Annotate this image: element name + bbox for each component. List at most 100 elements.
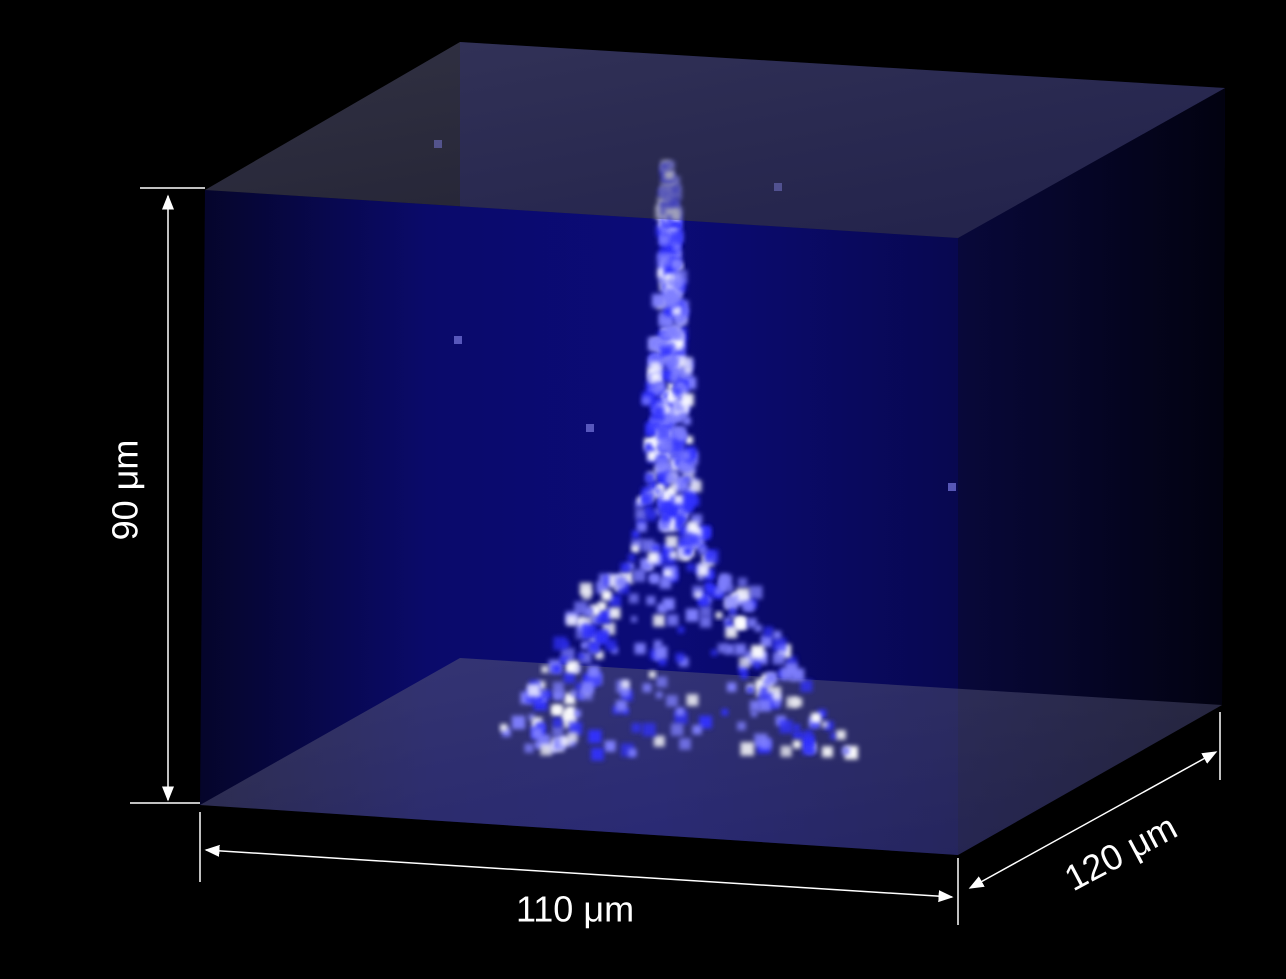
voxel [698, 546, 706, 554]
voxel [650, 574, 660, 584]
voxel [746, 602, 754, 610]
voxel [641, 493, 653, 505]
width-label: 110 μm [516, 889, 634, 930]
voxel [754, 733, 767, 746]
voxel [674, 270, 688, 284]
voxel [631, 616, 637, 622]
voxel [692, 725, 701, 734]
voxel [553, 718, 562, 727]
voxel [718, 583, 727, 592]
voxel [725, 626, 737, 638]
voxel [582, 625, 596, 639]
voxel [664, 570, 672, 578]
voxel [643, 683, 652, 692]
voxel [645, 473, 654, 482]
voxel [586, 424, 594, 432]
figure: 90 μm 110 μm 120 μm [0, 0, 1286, 979]
voxel [706, 551, 713, 558]
voxel [655, 646, 668, 659]
voxel [527, 684, 540, 697]
voxel [667, 614, 678, 625]
voxel [706, 585, 715, 594]
voxel [948, 483, 956, 491]
voxel [659, 501, 671, 513]
voxel [553, 665, 561, 673]
voxel [773, 652, 785, 664]
voxel [681, 394, 693, 406]
voxel [687, 694, 699, 706]
voxel [741, 742, 755, 756]
voxel [749, 586, 762, 599]
voxel [779, 720, 793, 734]
voxel [781, 746, 792, 757]
voxel [724, 595, 737, 608]
voxel [588, 730, 601, 743]
voxel [739, 657, 750, 668]
voxel [689, 496, 700, 507]
voxel [650, 362, 660, 372]
voxel [685, 366, 692, 373]
voxel [654, 736, 665, 747]
voxel [666, 473, 676, 483]
voxel [581, 643, 587, 649]
voxel [632, 545, 640, 553]
voxel [605, 741, 616, 752]
voxel [766, 672, 778, 684]
voxel [588, 666, 600, 678]
height-label: 90 μm [105, 440, 146, 541]
voxel [811, 713, 821, 723]
voxel [669, 551, 677, 559]
voxel [688, 534, 699, 545]
voxel [803, 744, 814, 755]
voxel [657, 604, 666, 613]
voxel [674, 514, 684, 524]
voxel [665, 288, 677, 300]
voxel [700, 605, 712, 617]
voxel [670, 230, 683, 243]
voxel [616, 700, 627, 711]
voxel [751, 711, 757, 717]
voxel [822, 746, 833, 757]
voxel [671, 724, 683, 736]
page: {"labels": {"height": "90 μm", "width": … [0, 0, 1286, 979]
voxel [616, 577, 626, 587]
voxel [751, 645, 764, 658]
voxel [542, 666, 549, 673]
voxel [738, 578, 747, 587]
voxel [787, 697, 798, 708]
voxel [656, 382, 666, 392]
voxel [650, 372, 660, 382]
voxel [577, 618, 584, 625]
voxel [687, 563, 695, 571]
voxel [674, 388, 680, 394]
voxel [553, 682, 564, 693]
voxel [797, 731, 805, 739]
voxel [637, 522, 647, 532]
voxel [512, 716, 526, 730]
voxel [793, 724, 800, 731]
voxel [678, 536, 690, 548]
voxel [793, 740, 801, 748]
voxel [687, 522, 698, 533]
voxel [676, 707, 684, 715]
voxel [699, 597, 708, 606]
voxel [736, 588, 749, 601]
voxel [584, 607, 593, 616]
voxel [697, 565, 708, 576]
voxel [621, 680, 629, 688]
voxel [635, 643, 646, 654]
voxel [677, 431, 686, 440]
voxel [602, 591, 612, 601]
voxel [750, 700, 761, 711]
voxel [648, 552, 659, 563]
voxel [571, 689, 578, 696]
voxel [580, 583, 592, 595]
voxel [500, 724, 507, 731]
voxel [681, 451, 690, 460]
voxel [780, 668, 793, 681]
voxel [568, 732, 578, 742]
voxel [653, 615, 665, 627]
voxel [646, 511, 656, 521]
voxel [727, 682, 736, 691]
voxel [830, 732, 837, 739]
